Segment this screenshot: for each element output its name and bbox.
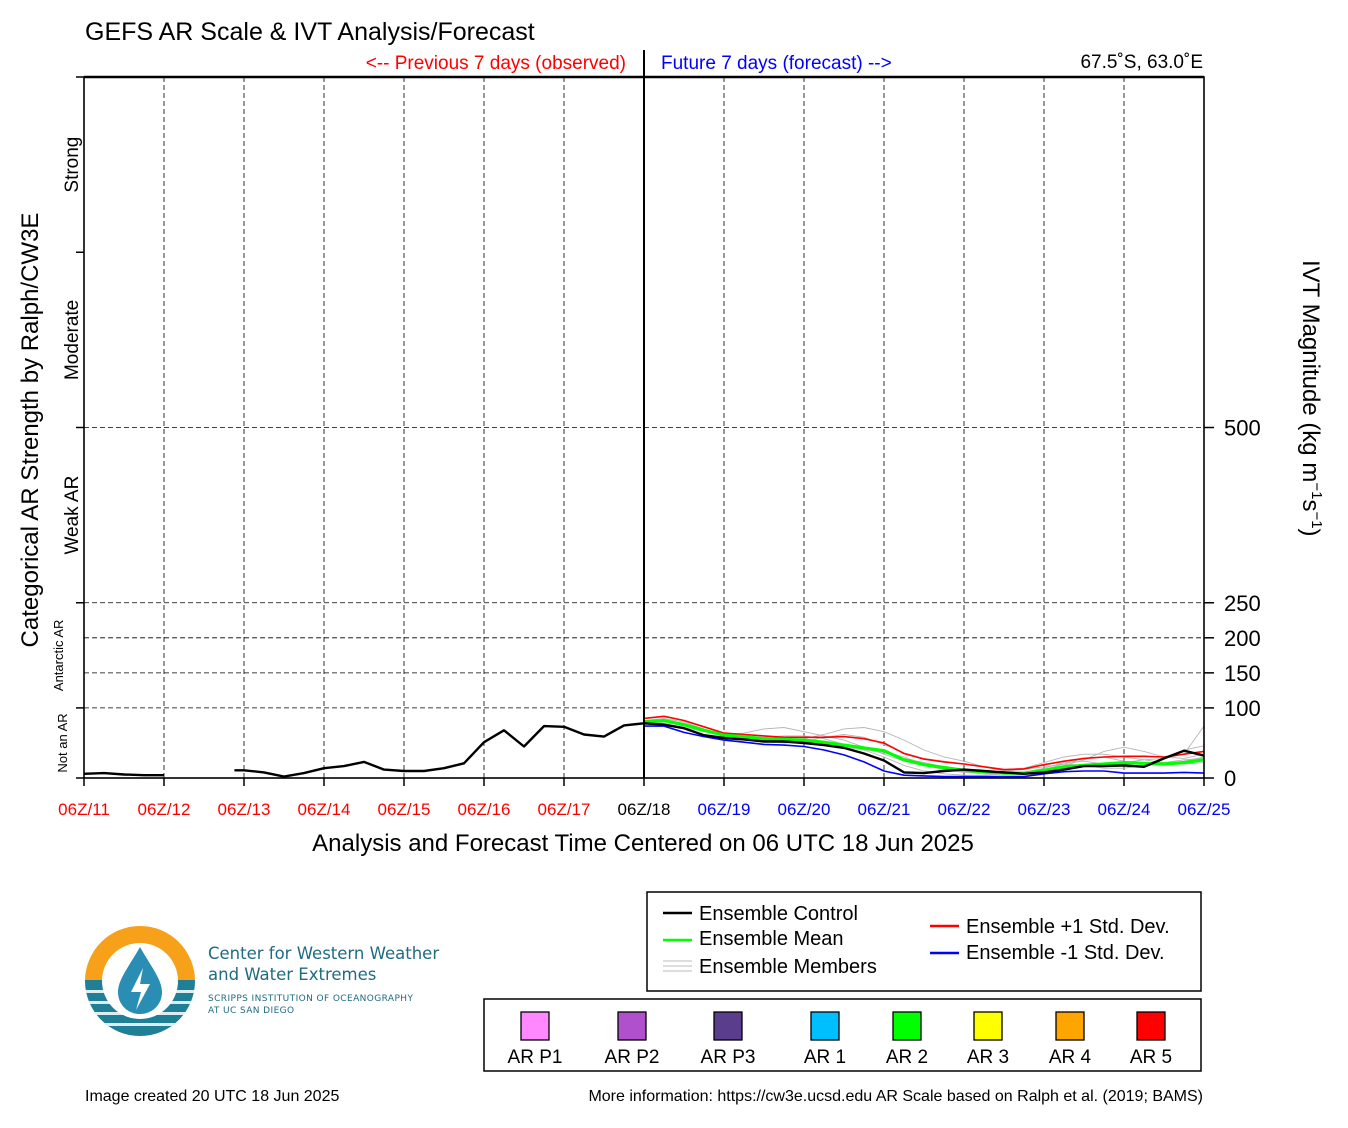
x-tick-label: 06Z/23 [1018,800,1071,819]
ar-scale-swatch [617,1011,647,1041]
y-tick-label: 200 [1224,626,1261,651]
chart-title: GEFS AR Scale & IVT Analysis/Forecast [85,18,535,46]
legend-members-swatch [663,960,692,972]
x-tick-label: 06Z/14 [298,800,351,819]
y-tick-label: 150 [1224,661,1261,686]
x-tick-label: 06Z/21 [858,800,911,819]
y-tick-label: 0 [1224,766,1236,791]
legend-box [646,891,1202,992]
x-tick-label: 06Z/12 [138,800,191,819]
observed-label: <-- Previous 7 days (observed) [366,53,626,74]
ar-scale-swatch [1136,1011,1166,1041]
cw3e-logo [85,926,195,1036]
ar-scale-swatch [1055,1011,1085,1041]
series-layer [83,715,1205,778]
ar-scale-label: AR 1 [804,1047,846,1068]
y-tick-label: 500 [1224,416,1261,441]
y-tick-label: 250 [1224,591,1261,616]
logo-title-line1: Center for Western Weather [208,944,440,963]
ar-scale-swatch [713,1011,743,1041]
ensemble-control-line [234,722,1205,778]
logo-subtitle: SCRIPPS INSTITUTION OF OCEANOGRAPHY AT U… [208,993,413,1017]
x-tick-label: 06Z/13 [218,800,271,819]
y-axis-label-left: Categorical AR Strength by Ralph/CW3E [17,213,44,648]
legend-mean-label: Ensemble Mean [699,928,844,950]
forecast-label: Future 7 days (forecast) --> [661,53,892,74]
ar-scale-label: AR 4 [1049,1047,1092,1068]
ar-scale-swatch [892,1011,922,1041]
category-label: Antarctic AR [51,620,66,692]
x-tick-label: 06Z/19 [698,800,751,819]
ivt-label-sup2: −1 [1308,511,1325,528]
ensemble-1-std-dev-line [643,715,1205,771]
x-axis-label: Analysis and Forecast Time Centered on 0… [312,830,974,857]
ivt-label-mid: s [1297,499,1324,511]
ar-scale-swatch [520,1011,550,1041]
legend-minus-std-label: Ensemble -1 Std. Dev. [966,942,1165,964]
x-tick-label: 06Z/15 [378,800,431,819]
footer-more-info: More information: https://cw3e.ucsd.edu … [588,1088,1203,1105]
ivt-label-end: ) [1297,529,1324,537]
ar-scale-swatch [810,1011,840,1041]
x-tick-label: 06Z/11 [58,800,110,819]
ar-scale-layer: AR P1 AR P2 AR P3 AR 1 AR 2 AR 3 AR 4 AR 5 [508,1011,1172,1068]
ensemble-control-line [83,771,164,777]
ivt-label-main: IVT Magnitude (kg m [1297,260,1324,482]
logo-subtitle-line1: SCRIPPS INSTITUTION OF OCEANOGRAPHY [208,994,414,1004]
logo-title-line2: and Water Extremes [208,965,377,984]
y-axis-label-right: IVT Magnitude (kg m−1s−1) [1297,260,1325,537]
legend-plus-std-label: Ensemble +1 Std. Dev. [966,916,1170,938]
ar-scale-label: AR 5 [1130,1047,1172,1068]
y-tick-label: 100 [1224,696,1261,721]
category-label: Strong [62,137,83,193]
ivt-label-sup1: −1 [1308,482,1325,499]
x-tick-label: 06Z/17 [538,800,591,819]
ar-scale-label: AR P1 [508,1047,563,1068]
legend-members-label: Ensemble Members [699,956,877,978]
legend-control-label: Ensemble Control [699,903,858,925]
category-label: Moderate [62,300,83,380]
x-tick-label: 06Z/24 [1098,800,1151,819]
x-tick-label: 06Z/16 [458,800,511,819]
x-tick-label: 06Z/20 [778,800,831,819]
category-label: Not an AR [55,713,70,772]
x-tick-label: 06Z/25 [1178,800,1231,819]
location-label: 67.5˚S, 63.0˚E [1080,52,1203,73]
ar-scale-label: AR P2 [605,1047,660,1068]
ensemble-mean-line [643,718,1205,775]
x-tick-label: 06Z/22 [938,800,991,819]
ar-scale-label: AR 2 [886,1047,928,1068]
ensemble-1-std-dev-line [644,725,1205,778]
footer-created: Image created 20 UTC 18 Jun 2025 [85,1088,340,1105]
logo-title: Center for Western Weather and Water Ext… [208,943,439,985]
x-tick-label: 06Z/18 [618,800,671,819]
logo-subtitle-line2: AT UC SAN DIEGO [208,1006,295,1016]
category-label: Weak AR [62,476,83,555]
ar-scale-label: AR 3 [967,1047,1009,1068]
ar-scale-label: AR P3 [701,1047,756,1068]
axes-layer: 06Z/11 06Z/12 06Z/13 06Z/14 06Z/15 06Z/16 06Z/… [51,76,1261,819]
ar-scale-swatch [973,1011,1003,1041]
